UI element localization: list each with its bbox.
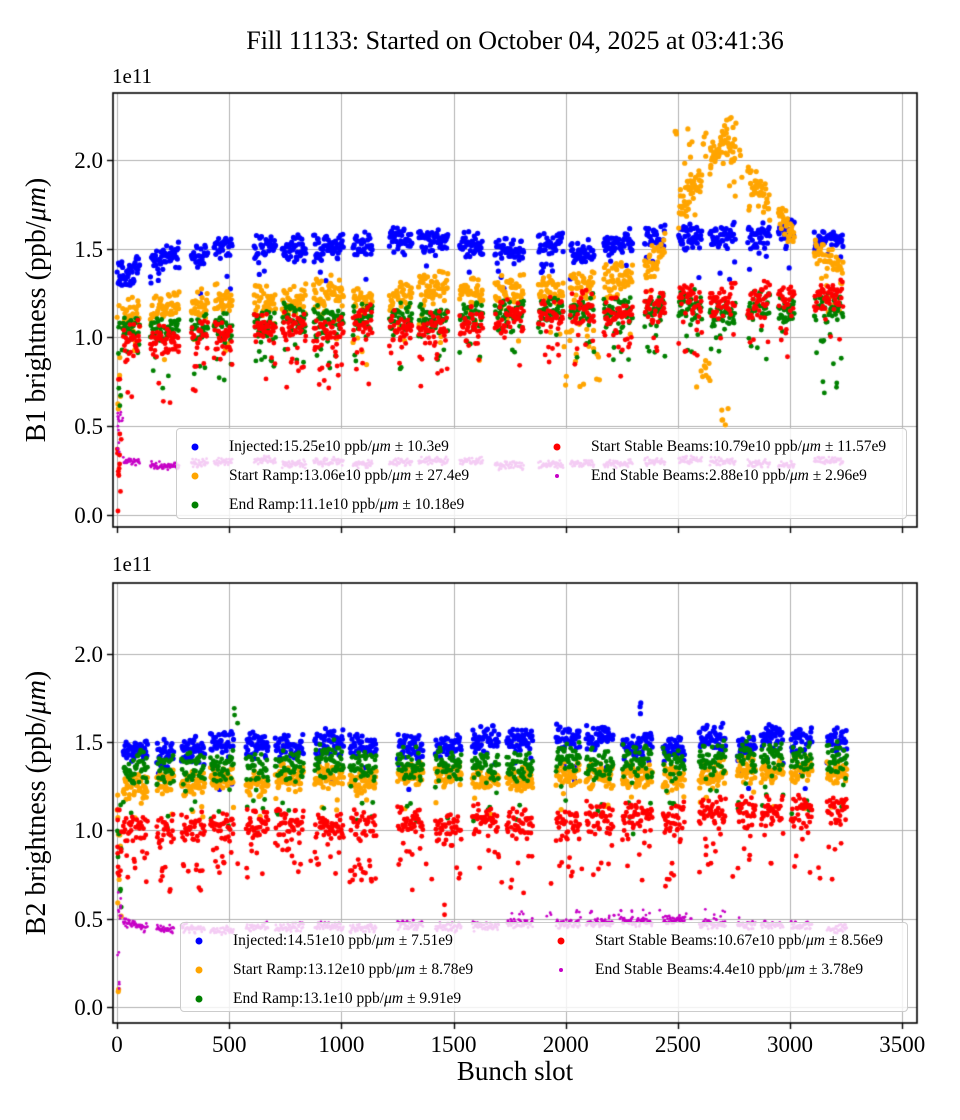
y-tick-label: 1.0 [74, 818, 103, 844]
x-tick-label: 1000 [318, 1032, 365, 1057]
y-tick-label: 1.0 [74, 325, 103, 351]
y-tick-label: 2.0 [74, 148, 103, 174]
y-tick-label: 2.0 [74, 641, 103, 667]
start-stable-marker-icon [557, 937, 565, 945]
x-tick-label: 3500 [879, 1032, 926, 1057]
x-tick-label: 2000 [542, 1032, 589, 1057]
x-axis-label: Bunch slot [456, 1056, 574, 1086]
y-tick-label: 1.5 [74, 730, 103, 756]
y-tick-label: 1.5 [74, 236, 103, 262]
injected-marker-icon [195, 937, 203, 945]
y-tick-label: 0.5 [74, 906, 103, 932]
end-stable-marker-icon [559, 968, 563, 972]
y-tick-label: 0.0 [74, 502, 103, 528]
axis-offset-text-top: 1e11 [112, 64, 153, 88]
end-stable-marker-icon [555, 474, 559, 478]
x-tick-label: 2500 [654, 1032, 701, 1057]
x-tick-label: 1500 [430, 1032, 477, 1057]
legend-b1: Injected:15.25e10 ppb/μm ± 10.3e9 Start … [176, 428, 907, 519]
x-tick-label: 3000 [767, 1032, 814, 1057]
legend-b2: Injected:14.51e10 ppb/μm ± 7.51e9 Start … [180, 922, 908, 1012]
y-tick-label: 0.5 [74, 414, 103, 440]
figure-title: Fill 11133: Started on October 04, 2025 … [246, 26, 784, 55]
axis-offset-text-bottom: 1e11 [112, 552, 153, 576]
y-axis-label-b1: B1 brightness (ppb/μm) [21, 177, 52, 443]
y-axis-label-b2: B2 brightness (ppb/μm) [21, 670, 52, 936]
start-ramp-marker-icon [195, 966, 203, 974]
end-ramp-marker-icon [191, 501, 199, 509]
y-tick-label: 0.0 [74, 995, 103, 1021]
x-tick-label: 0 [111, 1032, 123, 1057]
x-tick-label: 500 [211, 1032, 247, 1057]
start-stable-marker-icon [553, 443, 561, 451]
injected-marker-icon [191, 443, 199, 451]
end-ramp-marker-icon [195, 995, 203, 1003]
start-ramp-marker-icon [191, 472, 199, 480]
